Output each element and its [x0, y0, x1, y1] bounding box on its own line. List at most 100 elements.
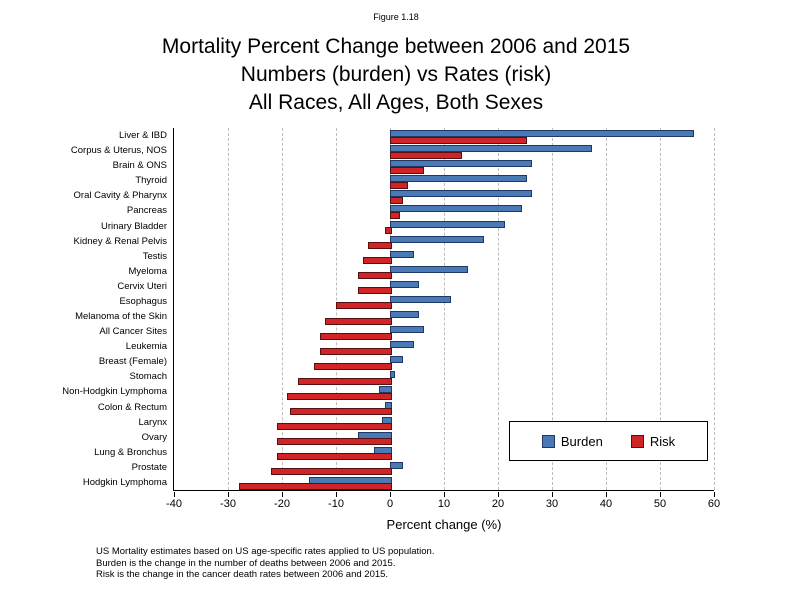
bar-risk — [336, 302, 392, 310]
gridline-10 — [444, 128, 445, 490]
x-tick-label--10: -10 — [328, 498, 344, 510]
x-tick-60 — [714, 491, 715, 497]
category-label: Testis — [142, 250, 167, 262]
bar-burden — [390, 235, 484, 243]
x-tick-50 — [660, 491, 661, 497]
bar-burden — [390, 341, 414, 349]
bar-risk — [390, 136, 527, 144]
bar-burden — [390, 190, 533, 198]
bar-burden — [390, 250, 414, 258]
category-label: Thyroid — [135, 175, 167, 187]
footnote-2: Burden is the change in the number of de… — [96, 557, 396, 569]
bar-risk — [357, 272, 392, 280]
chart-row: All Cancer Sites — [99, 324, 714, 340]
category-label: Kidney & Renal Pelvis — [73, 235, 167, 247]
bar-burden — [390, 280, 419, 288]
category-label: Melanoma of the Skin — [75, 311, 167, 323]
chart-row: Leukemia — [126, 339, 714, 355]
chart-row: Larynx — [138, 415, 714, 431]
legend-swatch-risk-icon — [630, 434, 644, 448]
chart-row: Kidney & Renal Pelvis — [74, 234, 714, 250]
chart-row: Oral Cavity & Pharynx — [74, 188, 714, 204]
bar-burden — [390, 130, 695, 137]
category-label: Urinary Bladder — [101, 220, 167, 232]
legend-label-risk: Risk — [649, 433, 676, 449]
bar-burden — [390, 326, 425, 334]
category-label: Ovary — [141, 431, 167, 443]
chart-row: Ovary — [142, 430, 714, 446]
bar-risk — [390, 151, 463, 159]
category-label: Lung & Bronchus — [94, 446, 167, 458]
bar-burden — [390, 371, 395, 379]
bar-risk — [271, 468, 392, 476]
gridline--20 — [282, 128, 283, 490]
bar-risk — [390, 181, 409, 189]
bar-risk — [363, 257, 392, 265]
gridline-20 — [498, 128, 499, 490]
chart-row: Corpus & Uterus, NOS — [71, 143, 714, 159]
bar-burden — [390, 461, 403, 469]
bar-burden — [390, 356, 403, 364]
bar-risk — [325, 317, 392, 325]
chart-row: Stomach — [130, 369, 714, 385]
chart-row: Testis — [143, 249, 714, 265]
bar-burden — [390, 205, 522, 213]
category-label: Hodgkin Lymphoma — [82, 476, 167, 488]
footnote-3: Risk is the change in the cancer death r… — [96, 569, 389, 580]
x-tick-label-60: 60 — [707, 498, 721, 510]
category-label: Pancreas — [126, 205, 167, 217]
bar-burden — [390, 311, 419, 318]
bar-risk — [357, 287, 392, 295]
category-label: Myeloma — [128, 265, 167, 277]
chart-title: Mortality Percent Change between 2006 an… — [0, 33, 792, 117]
x-tick-40 — [606, 491, 607, 497]
x-tick-label-30: 30 — [545, 498, 559, 510]
chart-row: Melanoma of the Skin — [75, 309, 714, 325]
chart-row: Myeloma — [128, 264, 714, 280]
footnote-1: US Mortality estimates based on US age-s… — [96, 546, 435, 557]
chart-title-line-3: All Races, All Ages, Both Sexes — [248, 91, 544, 114]
bar-burden — [390, 145, 592, 153]
chart-row: Hodgkin Lymphoma — [83, 475, 714, 491]
chart-row: Lung & Bronchus — [94, 445, 714, 461]
category-label: Prostate — [131, 461, 167, 473]
legend-entry-risk: Risk — [630, 433, 676, 449]
chart-row: Breast (Female) — [99, 354, 714, 370]
bar-risk — [238, 483, 392, 491]
chart-title-line-1: Mortality Percent Change between 2006 an… — [161, 35, 631, 58]
category-label: Breast (Female) — [98, 356, 167, 368]
category-label: Corpus & Uterus, NOS — [70, 145, 167, 157]
plot-area: Percent change (%) -40 -30 -20 -10 0 10 20 30 40… — [62, 128, 720, 532]
bar-risk — [319, 332, 392, 340]
x-tick-label--40: -40 — [166, 498, 182, 510]
bar-burden — [390, 175, 527, 183]
x-tick-label--20: -20 — [274, 498, 290, 510]
chart-row: Thyroid — [135, 173, 714, 189]
category-label: Esophagus — [119, 295, 167, 307]
bar-risk — [290, 408, 392, 415]
category-label: All Cancer Sites — [99, 326, 167, 338]
figure-label: Figure 1.18 — [373, 12, 419, 22]
bar-risk — [390, 166, 425, 174]
category-label: Cervix Uteri — [117, 280, 167, 292]
x-tick-30 — [552, 491, 553, 497]
chart-row: Brain & ONS — [113, 158, 714, 174]
category-label: Non-Hodgkin Lymphoma — [62, 386, 167, 398]
x-tick--20 — [282, 491, 283, 497]
x-tick-label-50: 50 — [653, 498, 667, 510]
x-axis-title: Percent change (%) — [386, 517, 502, 532]
category-label: Brain & ONS — [112, 160, 167, 172]
gridline-40 — [606, 128, 607, 490]
x-tick-label--30: -30 — [220, 498, 236, 510]
bar-burden — [390, 295, 452, 303]
x-tick--40 — [174, 491, 175, 497]
chart-row: Pancreas — [127, 203, 714, 219]
gridline--30 — [228, 128, 229, 490]
category-label: Stomach — [129, 371, 168, 383]
gridline-30 — [552, 128, 553, 490]
x-tick--10 — [336, 491, 337, 497]
bar-burden — [390, 265, 468, 273]
chart-row: Liver & IBD — [119, 128, 714, 144]
category-label: Liver & IBD — [118, 130, 167, 142]
